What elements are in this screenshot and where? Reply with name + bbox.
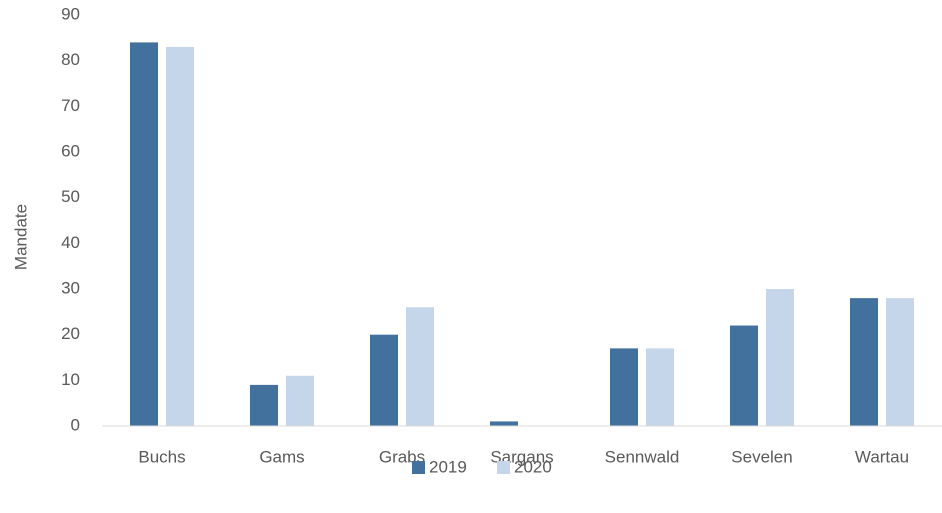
bar: [886, 298, 914, 426]
y-tick-label: 50: [61, 187, 80, 206]
legend-label: 2019: [429, 457, 467, 476]
bar: [766, 289, 794, 426]
y-tick-label: 80: [61, 50, 80, 69]
x-tick-label: Sennwald: [605, 447, 680, 466]
bar: [286, 375, 314, 426]
legend-label: 2020: [514, 457, 552, 476]
x-tick-label: Wartau: [855, 447, 909, 466]
bar: [250, 384, 278, 426]
y-axis-label: Mandate: [11, 204, 30, 270]
bar: [646, 348, 674, 426]
y-tick-label: 10: [61, 370, 80, 389]
bar: [130, 42, 158, 427]
bar: [370, 334, 398, 426]
bar: [610, 348, 638, 426]
bar: [490, 421, 518, 426]
y-tick-label: 20: [61, 324, 80, 343]
y-tick-label: 90: [61, 4, 80, 23]
legend-swatch: [497, 461, 510, 474]
bar: [850, 298, 878, 426]
x-tick-label: Buchs: [138, 447, 185, 466]
bar: [166, 46, 194, 426]
y-tick-label: 60: [61, 141, 80, 160]
y-tick-label: 30: [61, 278, 80, 297]
x-tick-label: Sevelen: [731, 447, 792, 466]
y-tick-label: 70: [61, 96, 80, 115]
x-tick-label: Gams: [259, 447, 304, 466]
legend-swatch: [412, 461, 425, 474]
y-tick-label: 40: [61, 233, 80, 252]
y-tick-label: 0: [71, 415, 80, 434]
bar: [730, 325, 758, 426]
bar: [406, 307, 434, 426]
